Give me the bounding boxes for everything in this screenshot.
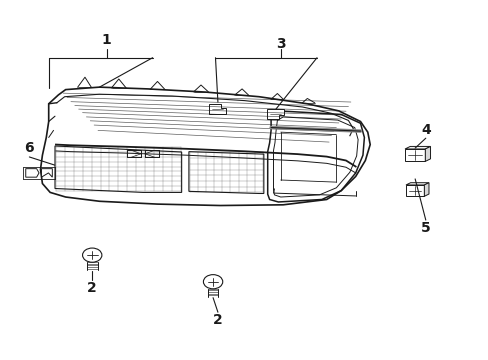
Polygon shape <box>405 183 428 185</box>
Circle shape <box>203 275 223 289</box>
Text: 2: 2 <box>213 313 223 327</box>
Polygon shape <box>425 147 429 161</box>
Polygon shape <box>41 168 52 177</box>
Polygon shape <box>26 168 39 177</box>
Circle shape <box>82 248 102 262</box>
Text: 4: 4 <box>420 123 430 138</box>
Polygon shape <box>424 183 428 196</box>
Polygon shape <box>404 149 425 161</box>
Polygon shape <box>404 147 429 149</box>
Text: 2: 2 <box>87 281 97 295</box>
Text: 3: 3 <box>275 36 285 50</box>
Polygon shape <box>405 185 424 196</box>
Text: 5: 5 <box>420 221 430 235</box>
Polygon shape <box>267 109 284 120</box>
Text: 6: 6 <box>24 141 34 155</box>
Text: 1: 1 <box>102 33 111 47</box>
Polygon shape <box>209 104 226 114</box>
